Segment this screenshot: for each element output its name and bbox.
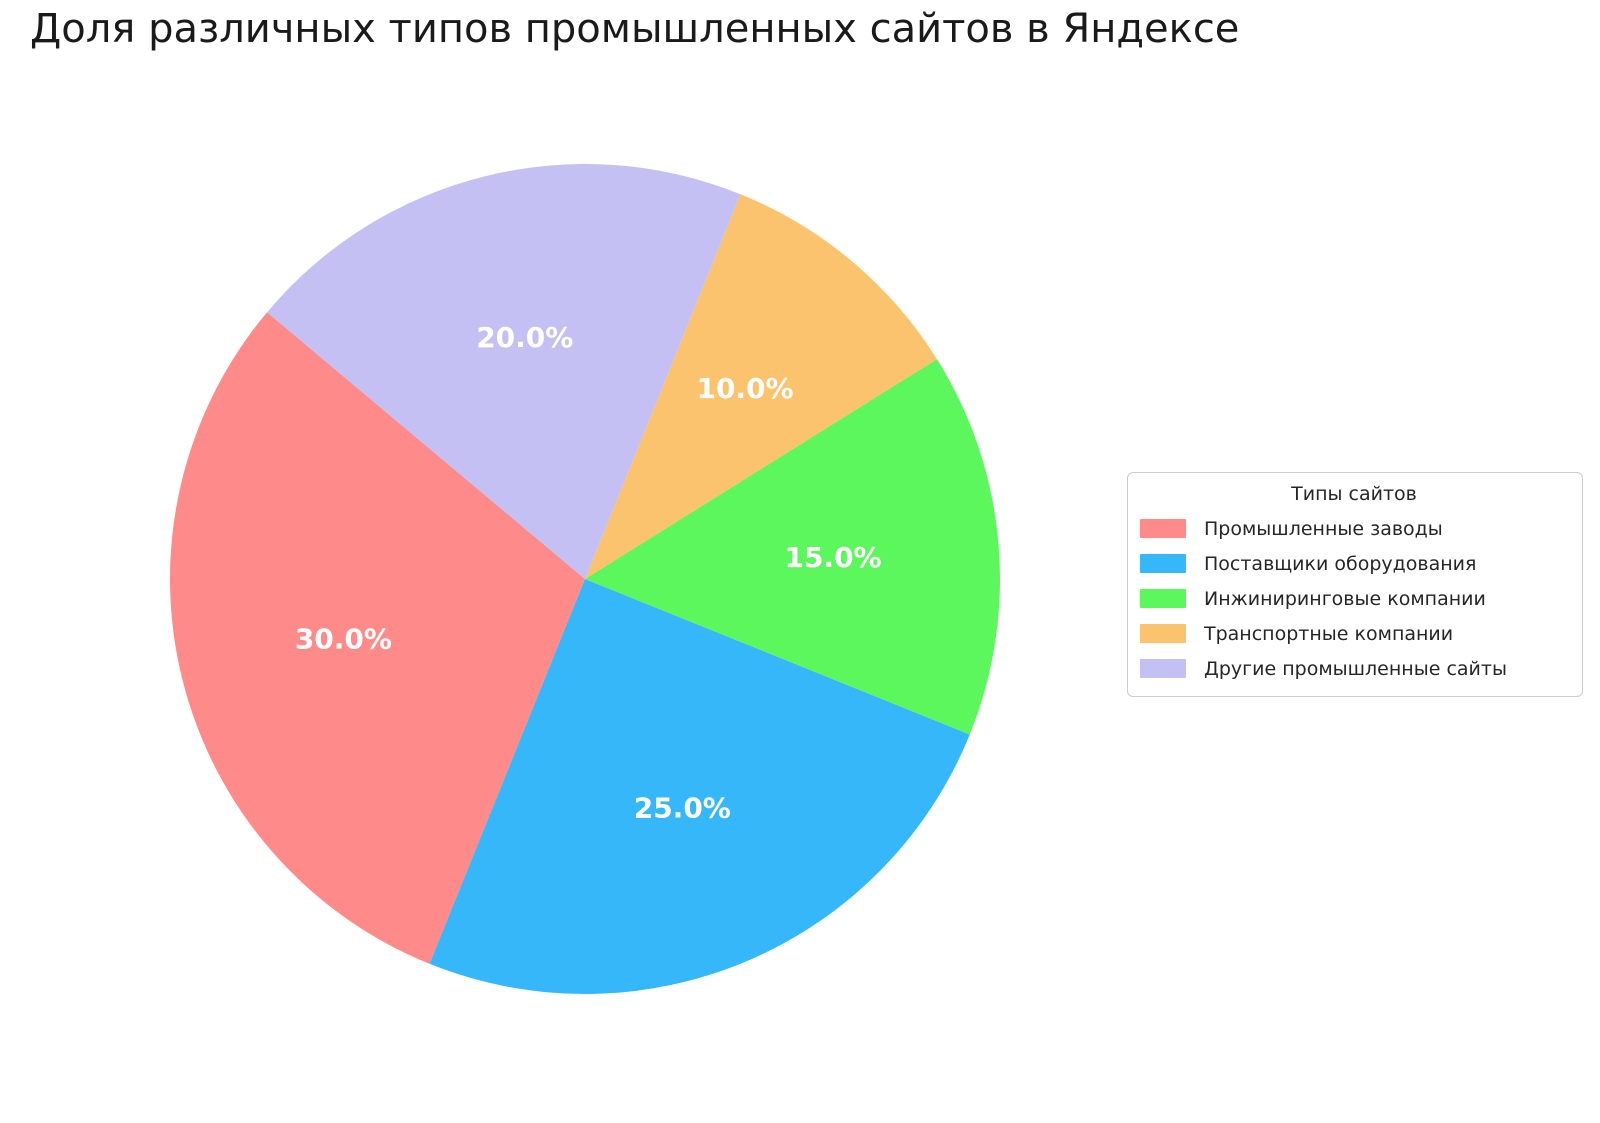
legend-swatch — [1140, 659, 1186, 678]
chart-title: Доля различных типов промышленных сайтов… — [30, 6, 1240, 52]
legend: Типы сайтов Промышленные заводы Поставщик… — [1127, 472, 1583, 697]
pie-slice — [585, 359, 1000, 735]
pie-slice — [267, 164, 741, 579]
legend-label: Поставщики оборудования — [1204, 552, 1477, 575]
legend-swatch — [1140, 589, 1186, 608]
pie-percentage-label: 10.0% — [696, 372, 793, 405]
pie-percentage-label: 20.0% — [476, 321, 573, 354]
pie-slice — [429, 579, 970, 994]
legend-item: Транспортные компании — [1140, 616, 1568, 651]
legend-label: Другие промышленные сайты — [1204, 657, 1507, 680]
legend-items: Промышленные заводы Поставщики оборудован… — [1140, 511, 1568, 686]
legend-label: Промышленные заводы — [1204, 517, 1443, 540]
legend-swatch — [1140, 624, 1186, 643]
legend-item: Поставщики оборудования — [1140, 546, 1568, 581]
pie-percentage-label: 15.0% — [784, 541, 881, 574]
legend-item: Промышленные заводы — [1140, 511, 1568, 546]
legend-label: Инжиниринговые компании — [1204, 587, 1486, 610]
legend-swatch — [1140, 519, 1186, 538]
legend-item: Инжиниринговые компании — [1140, 581, 1568, 616]
pie-slice — [169, 312, 586, 964]
legend-swatch — [1140, 554, 1186, 573]
pie-percentage-label: 30.0% — [295, 623, 392, 656]
pie-slice — [585, 194, 937, 579]
legend-item: Другие промышленные сайты — [1140, 651, 1568, 686]
legend-label: Транспортные компании — [1204, 622, 1454, 645]
legend-title: Типы сайтов — [1291, 483, 1417, 505]
pie-percentage-label: 25.0% — [634, 792, 731, 825]
